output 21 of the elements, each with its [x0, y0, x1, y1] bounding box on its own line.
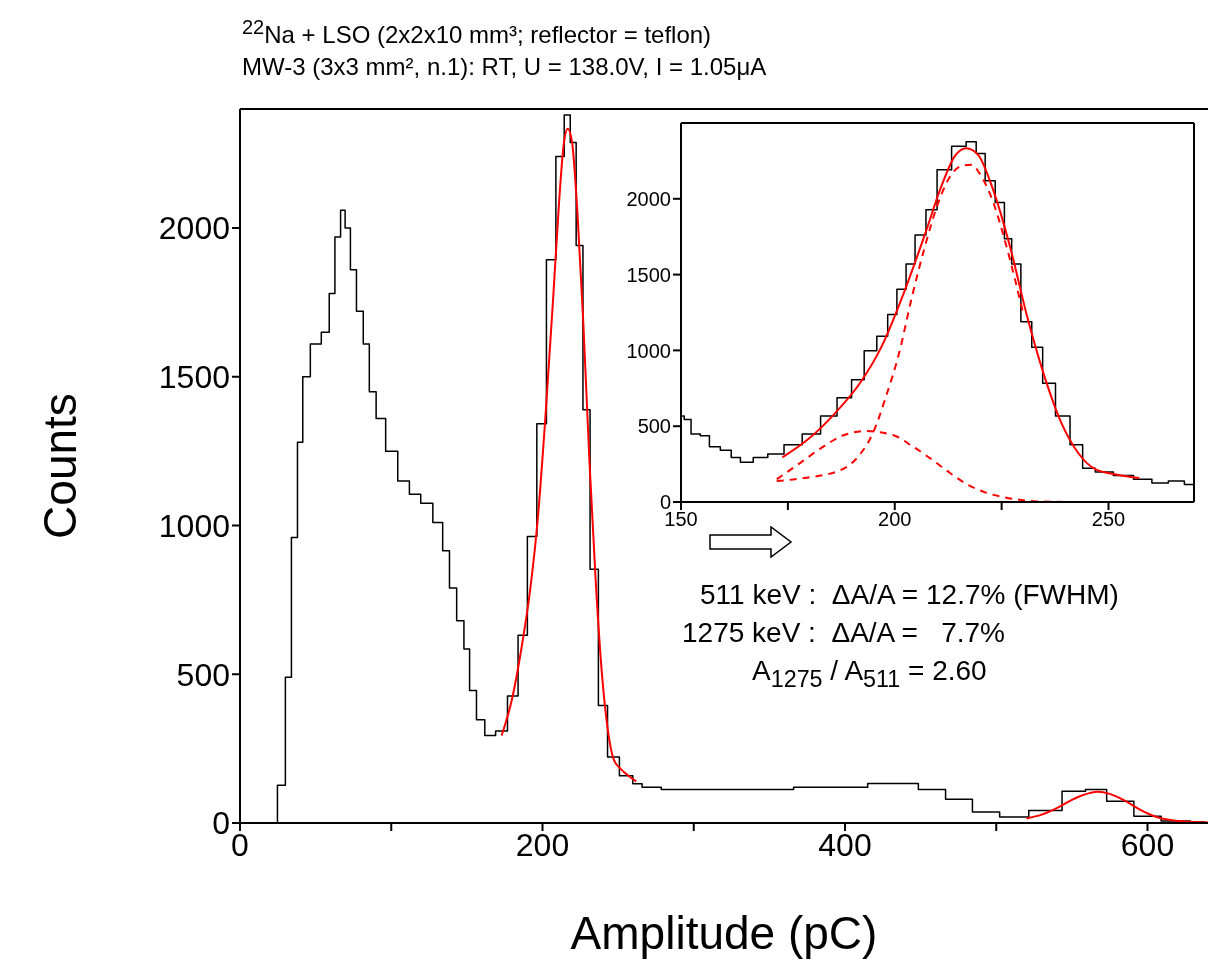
x-tick-label: 200	[515, 826, 570, 863]
annotation: 1275 keV : ΔA/A = 7.7%	[682, 616, 1006, 650]
y-axis-title: Counts	[34, 393, 87, 539]
annotation: 511 keV : ΔA/A = 12.7% (FWHM)	[700, 578, 1119, 612]
x-tick-label: 150	[664, 508, 698, 531]
y-tick-label: 2000	[158, 210, 230, 247]
y-tick-label: 500	[637, 415, 671, 438]
x-tick-label: 600	[1120, 826, 1175, 863]
annotation: A$_{1275}$ / A$_{511}$ = 2.60	[752, 654, 987, 694]
y-tick-label: 2000	[626, 187, 671, 210]
y-tick-label: 500	[176, 656, 230, 693]
y-tick-label: 1000	[158, 507, 230, 544]
chart-title: $^{22}$Na + LSO (2x2x10 mm³; reflector = teflon)	[242, 16, 712, 49]
x-axis-title: Amplitude (pC)	[570, 907, 878, 959]
x-tick-label: 250	[1091, 508, 1126, 531]
x-tick-label: 200	[878, 508, 912, 531]
x-tick-label: 400	[818, 826, 872, 863]
y-tick-label: 1000	[626, 339, 671, 362]
y-tick-label: 1500	[158, 359, 230, 396]
y-tick-label: 1500	[626, 263, 671, 286]
chart-subtitle: MW-3 (3x3 mm², n.1): RT, U = 138.0V, I = 1.05μA	[242, 53, 767, 81]
